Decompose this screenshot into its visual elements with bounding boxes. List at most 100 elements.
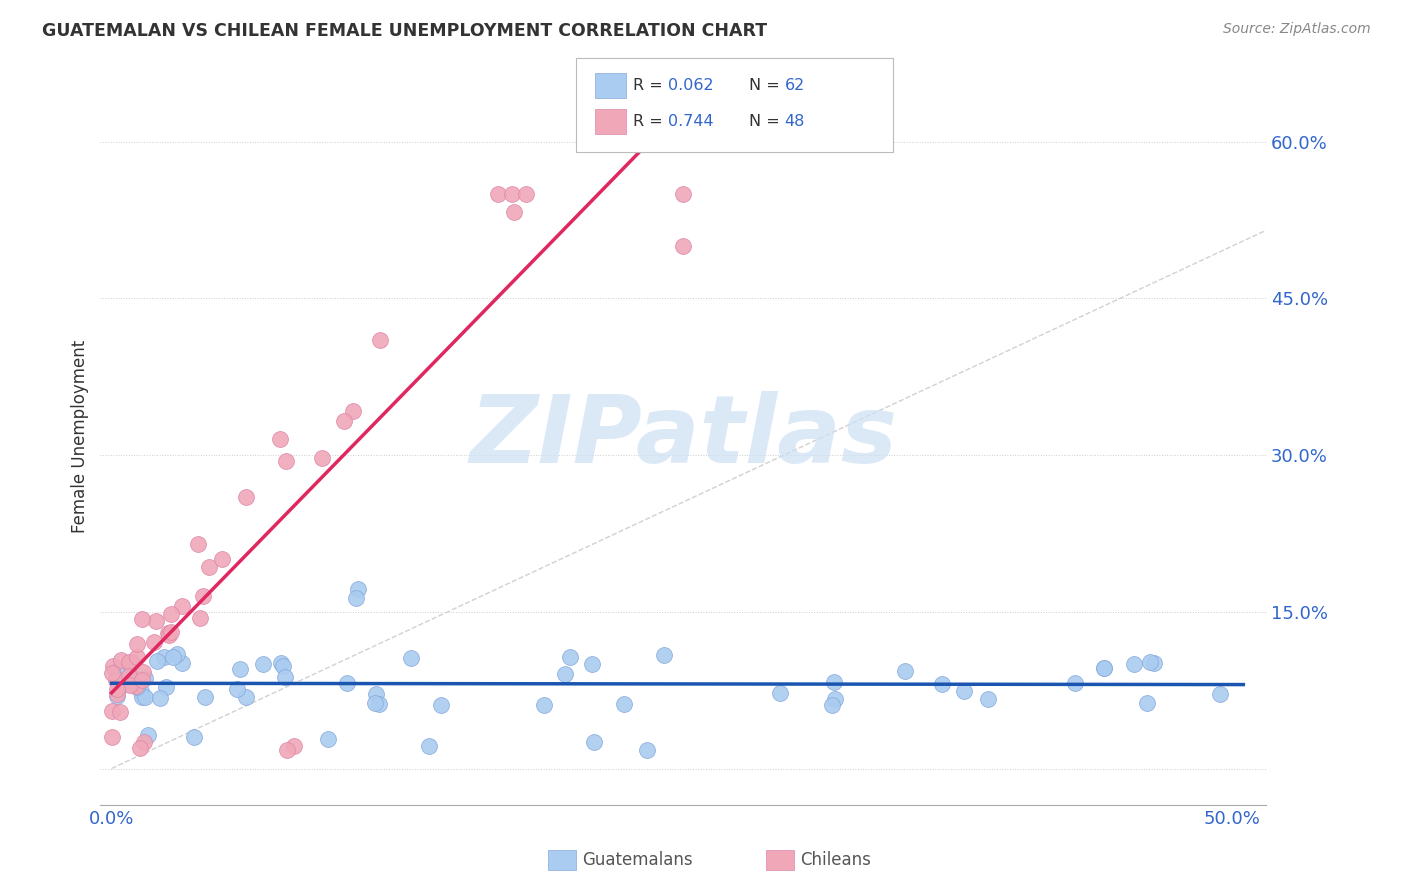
Point (127, 637, 149, 651)
Point (188, 611, 211, 625)
Point (342, 404, 364, 418)
Point (367, 697, 389, 711)
Point (399, 651, 422, 665)
Point (533, 698, 555, 712)
Point (159, 628, 181, 642)
Point (671, 186, 693, 201)
Point (558, 649, 581, 664)
Point (229, 662, 252, 676)
Point (110, 705, 132, 719)
Point (1063, 675, 1085, 690)
Point (333, 415, 356, 429)
Point (252, 657, 274, 671)
Point (486, 186, 509, 201)
Point (311, 450, 333, 465)
Point (127, 680, 149, 694)
Point (160, 607, 183, 622)
Point (132, 665, 155, 679)
Point (894, 665, 917, 679)
Point (162, 650, 184, 665)
Point (145, 614, 167, 628)
Point (502, 205, 524, 219)
Text: R =: R = (633, 78, 668, 93)
Point (1139, 656, 1161, 670)
Point (118, 655, 141, 669)
Point (501, 186, 523, 201)
Point (1143, 656, 1166, 670)
Text: N =: N = (749, 78, 786, 93)
Point (131, 612, 153, 626)
Point (346, 591, 368, 606)
Point (129, 684, 152, 698)
Point (132, 735, 155, 749)
Point (125, 679, 148, 693)
Text: Chileans: Chileans (800, 851, 870, 869)
Point (105, 687, 128, 701)
Text: Guatemalans: Guatemalans (582, 851, 693, 869)
Point (235, 690, 257, 704)
Point (235, 490, 257, 504)
Point (110, 653, 132, 667)
Point (276, 454, 298, 468)
Y-axis label: Female Unemployment: Female Unemployment (72, 340, 89, 533)
Point (127, 649, 149, 664)
Point (120, 657, 142, 672)
Point (582, 735, 605, 749)
Point (554, 667, 576, 681)
Point (952, 684, 974, 698)
Point (1122, 657, 1144, 671)
Point (824, 692, 846, 706)
Point (183, 730, 205, 744)
Point (101, 704, 124, 718)
Point (156, 626, 179, 640)
Point (366, 687, 388, 701)
Point (430, 698, 453, 713)
Point (105, 681, 128, 696)
Text: N =: N = (749, 114, 786, 128)
Text: 62: 62 (785, 78, 804, 93)
Point (1092, 661, 1115, 675)
Point (170, 656, 193, 670)
Text: 48: 48 (785, 114, 804, 128)
Point (977, 691, 1000, 706)
Point (194, 690, 217, 704)
Point (672, 239, 695, 253)
Point (1136, 697, 1159, 711)
Point (316, 732, 339, 747)
Point (931, 676, 953, 690)
Point (768, 686, 790, 700)
Point (115, 677, 138, 691)
Point (166, 647, 188, 661)
Point (172, 599, 194, 613)
Point (118, 669, 141, 683)
Point (100, 730, 122, 744)
Point (226, 681, 249, 696)
Point (134, 671, 156, 685)
Point (121, 655, 143, 669)
Point (187, 537, 209, 551)
Point (581, 657, 603, 672)
Point (101, 665, 124, 680)
Point (131, 673, 153, 688)
Text: 0.744: 0.744 (668, 114, 713, 128)
Text: GUATEMALAN VS CHILEAN FEMALE UNEMPLOYMENT CORRELATION CHART: GUATEMALAN VS CHILEAN FEMALE UNEMPLOYMEN… (42, 22, 768, 40)
Point (198, 559, 221, 574)
Point (364, 696, 387, 710)
Point (104, 672, 127, 686)
Point (418, 739, 440, 753)
Point (823, 674, 845, 689)
Point (336, 676, 359, 690)
Point (269, 433, 291, 447)
Point (143, 634, 166, 648)
Point (274, 670, 297, 684)
Point (136, 728, 159, 742)
Text: R =: R = (633, 114, 668, 128)
Point (120, 678, 142, 692)
Point (153, 649, 176, 664)
Point (155, 680, 177, 694)
Point (820, 698, 842, 713)
Point (131, 690, 153, 704)
Point (271, 659, 294, 673)
Point (283, 739, 305, 753)
Point (191, 589, 214, 603)
